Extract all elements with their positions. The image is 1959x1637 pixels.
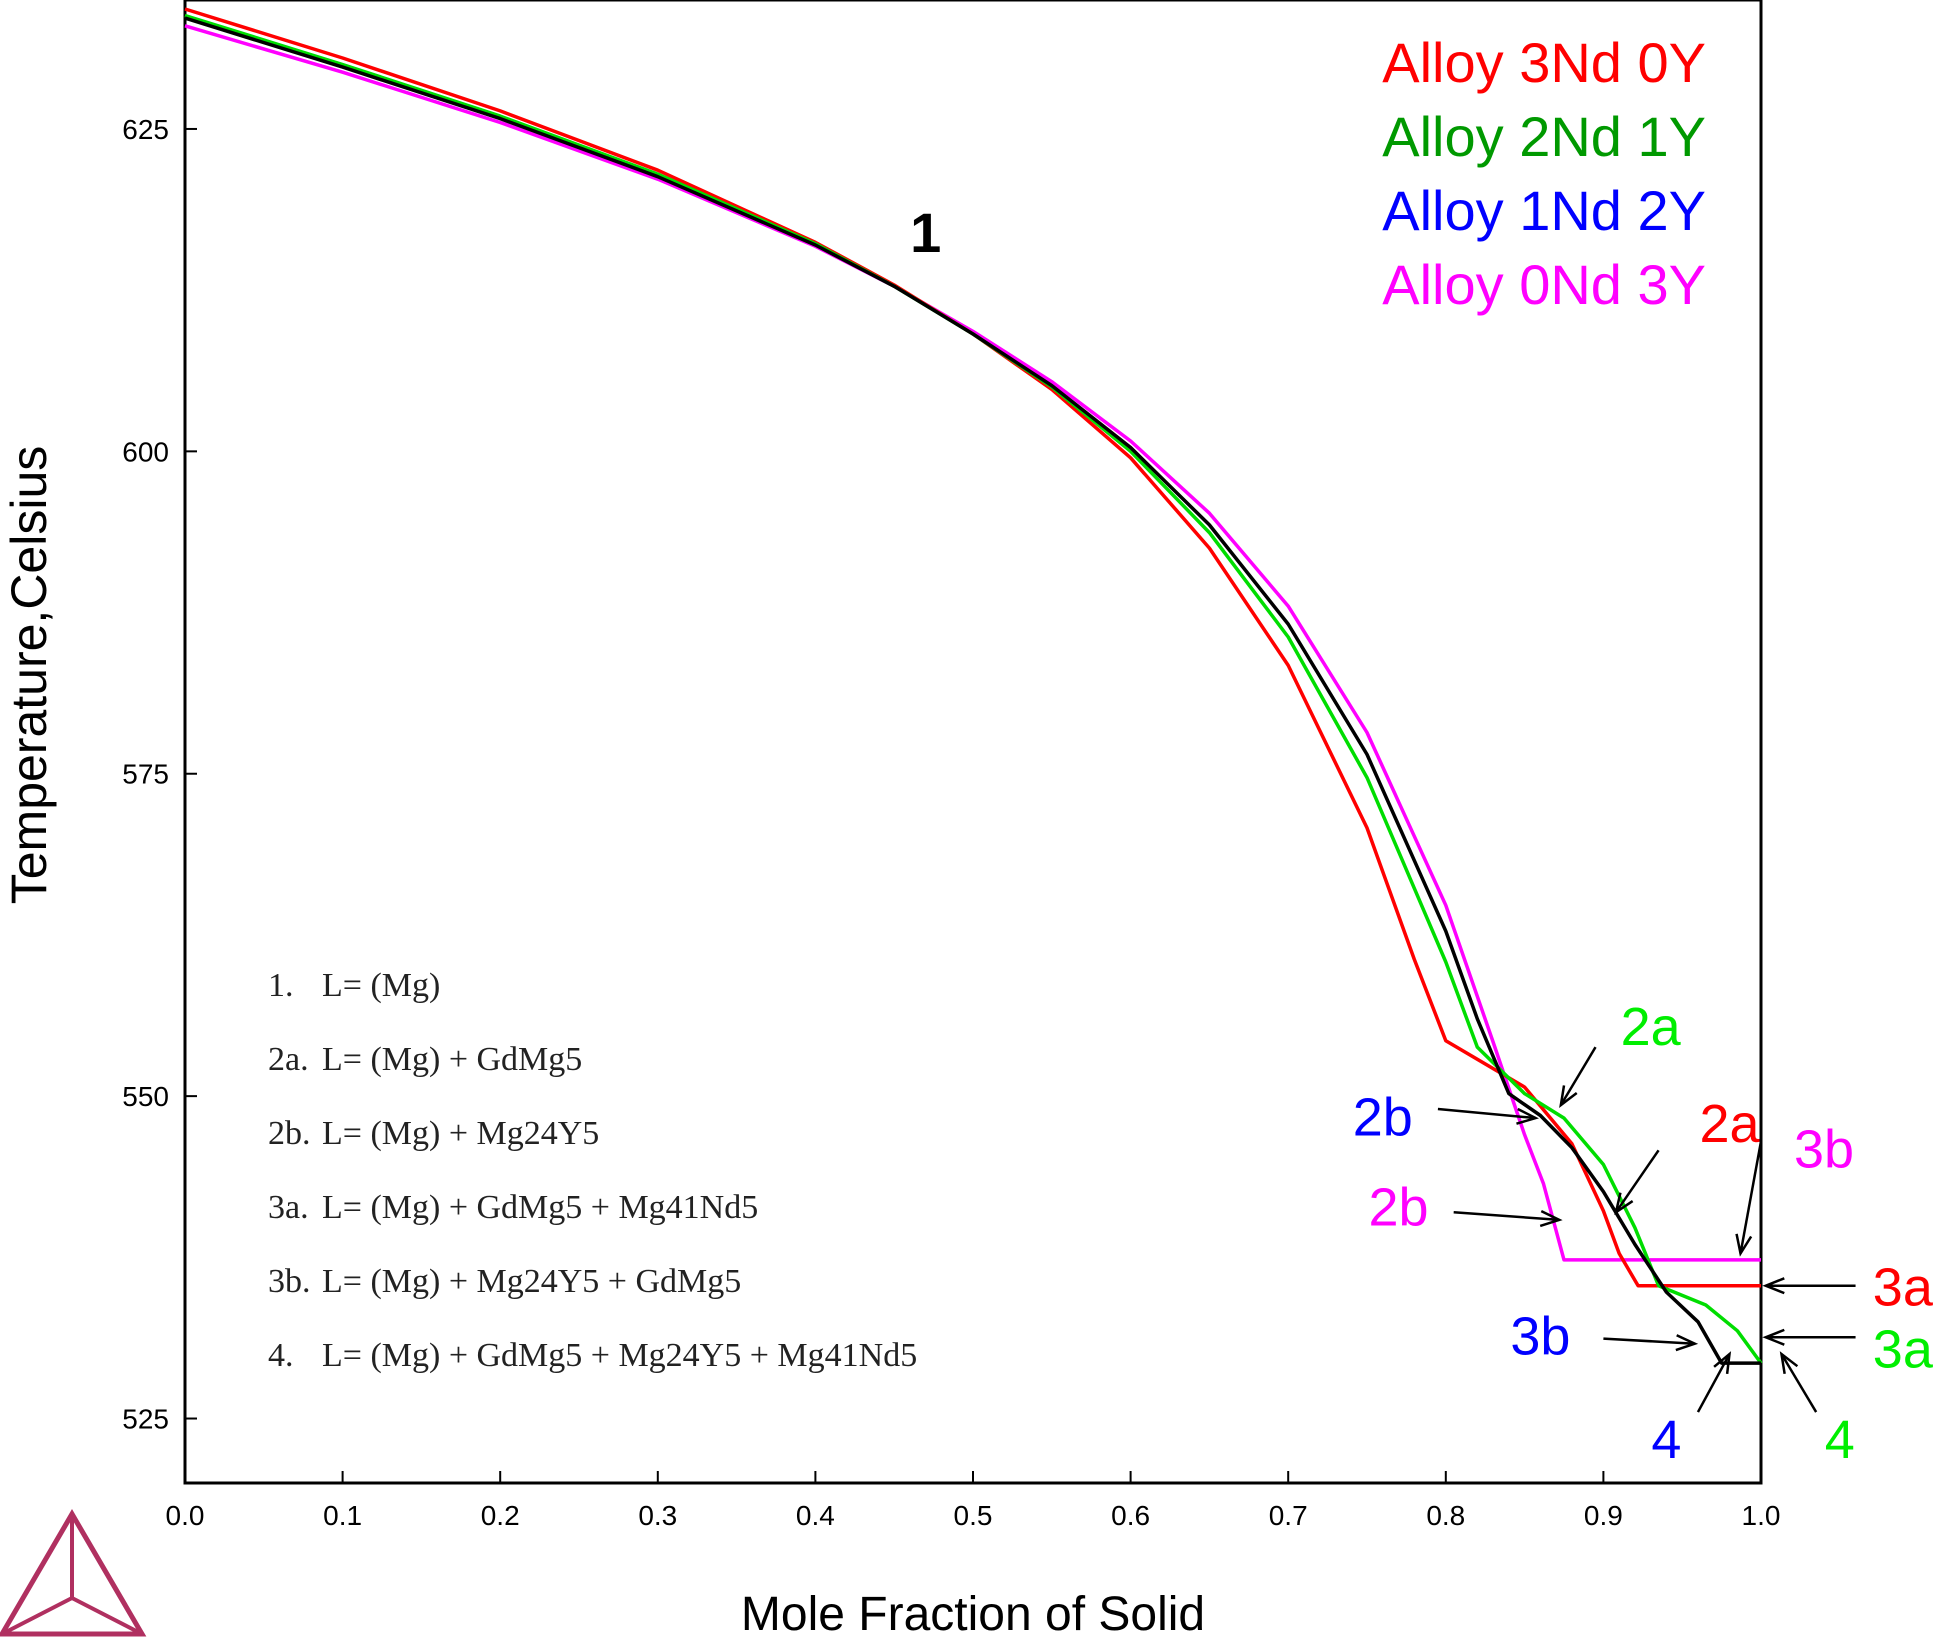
series-line-1 <box>184 7 1761 1288</box>
annotation-arrowhead <box>1675 1334 1699 1352</box>
annotation-label: 3b <box>1510 1307 1570 1367</box>
series-line-2 <box>184 13 1763 1365</box>
annotation-arrowhead <box>1762 1277 1785 1295</box>
annotation-arrowhead <box>1762 1328 1785 1346</box>
axis-ticks: 0.0 0.1 0.2 0.3 0.4 0.5 0.6 0.7 0.8 0.9 1.0 525 550 5… <box>122 114 1780 1531</box>
annotation-arrowhead <box>1559 1085 1578 1109</box>
series-line-4 <box>184 24 1761 1262</box>
annotation-arrowhead <box>1516 1107 1539 1125</box>
annotation-arrowhead <box>1614 1192 1634 1215</box>
annotation-label: 2b <box>1353 1087 1413 1147</box>
phase-key-number: 1. <box>268 967 294 1004</box>
y-tick-label: 625 <box>122 114 169 145</box>
x-tick-label: 1.0 <box>1742 1500 1781 1531</box>
series-group <box>184 7 1763 1365</box>
annotation-arrowhead <box>1779 1351 1799 1374</box>
phase-key-number: 3b. <box>268 1263 311 1300</box>
x-tick-label: 0.1 <box>323 1500 362 1531</box>
annotation-arrows <box>1437 1046 1856 1413</box>
phase-key-reaction: L= (Mg) + GdMg5 + Mg24Y5 + Mg41Nd5 <box>322 1337 917 1374</box>
phase-key-reaction: L= (Mg) + GdMg5 <box>322 1041 582 1078</box>
annotation-label: 2a <box>1621 997 1682 1057</box>
thermo-calc-triangle-logo-icon <box>0 1509 147 1637</box>
annotation-arrow-shaft <box>1453 1210 1560 1222</box>
y-axis-label: Temperature,Celsius <box>1 446 57 905</box>
phase-key-number: 2b. <box>268 1115 311 1152</box>
y-tick-label: 575 <box>122 759 169 790</box>
x-axis-label: Mole Fraction of Solid <box>741 1588 1205 1637</box>
x-tick-label: 0.0 <box>166 1500 205 1531</box>
phase-key-reaction: L= (Mg) <box>322 967 440 1004</box>
annotation-label: 3b <box>1794 1120 1854 1180</box>
x-tick-label: 0.2 <box>481 1500 520 1531</box>
annotation-label: 2a <box>1699 1094 1760 1154</box>
annotation-label: 1 <box>910 201 941 264</box>
phase-key-reaction: L= (Mg) + Mg24Y5 <box>322 1115 599 1152</box>
x-tick-label: 0.4 <box>796 1500 835 1531</box>
x-tick-label: 0.8 <box>1426 1500 1465 1531</box>
annotation-label: 4 <box>1651 1410 1681 1470</box>
legend: Alloy 3Nd 0Y Alloy 2Nd 1Y Alloy 1Nd 2Y Allo… <box>1382 31 1706 316</box>
annotation-arrowhead <box>1713 1351 1732 1375</box>
annotation-label: 3a <box>1873 1258 1934 1318</box>
annotation-label: 4 <box>1825 1410 1855 1470</box>
annotation-arrow-shaft <box>1780 1353 1818 1413</box>
series-line-3 <box>184 16 1761 1365</box>
phase-key-reaction: L= (Mg) + Mg24Y5 + GdMg5 <box>322 1263 741 1300</box>
x-tick-label: 0.6 <box>1111 1500 1150 1531</box>
phase-key-number: 3a. <box>268 1189 309 1226</box>
x-tick-label: 0.9 <box>1584 1500 1623 1531</box>
y-tick-label: 600 <box>122 436 169 467</box>
annotation-label: 2b <box>1368 1178 1428 1238</box>
x-tick-label: 0.5 <box>954 1500 993 1531</box>
annotation-arrow-shaft <box>1614 1149 1660 1213</box>
x-tick-label: 0.3 <box>638 1500 677 1531</box>
annotation-arrow-shaft <box>1559 1046 1597 1106</box>
y-tick-label: 550 <box>122 1081 169 1112</box>
legend-entry: Alloy 1Nd 2Y <box>1382 179 1706 242</box>
phase-key-number: 4. <box>268 1337 294 1374</box>
annotation-arrow-shaft <box>1437 1107 1536 1120</box>
annotation-arrow-shaft <box>1603 1337 1695 1345</box>
phase-key-number: 2a. <box>268 1041 309 1078</box>
annotation-arrowhead <box>1539 1210 1563 1228</box>
phase-key-reaction: L= (Mg) + GdMg5 + Mg41Nd5 <box>322 1189 758 1226</box>
annotation-label: 3a <box>1873 1320 1934 1380</box>
legend-entry: Alloy 3Nd 0Y <box>1382 31 1706 94</box>
y-tick-label: 525 <box>122 1404 169 1435</box>
phase-key: 1. L= (Mg) 2a. L= (Mg) + GdMg5 2b. L= (Mg) + … <box>268 967 917 1374</box>
annotation-arrow-shaft <box>1696 1353 1731 1413</box>
x-tick-label: 0.7 <box>1269 1500 1308 1531</box>
annotation-labels: 1 2a 2b 2a 3b 2b 3a 3b 3a 4 4 <box>910 201 1934 1470</box>
annotation-arrowhead <box>1735 1233 1753 1257</box>
legend-entry: Alloy 2Nd 1Y <box>1382 105 1706 168</box>
annotation-arrow-shaft <box>1739 1141 1763 1254</box>
legend-entry: Alloy 0Nd 3Y <box>1382 253 1706 316</box>
